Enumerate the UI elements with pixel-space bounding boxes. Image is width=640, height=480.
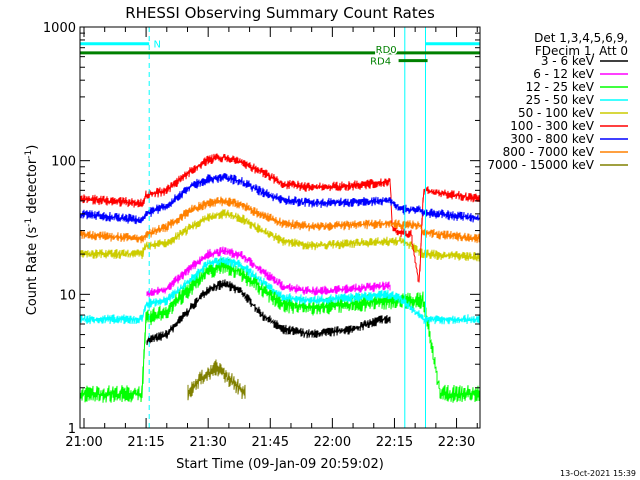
- y-tick-label-3: 1000: [43, 21, 76, 36]
- annotation-label-rd0: RD0: [376, 45, 397, 56]
- series-4-line: [79, 209, 481, 262]
- legend-item-6-label: 300 - 800 keV: [510, 132, 594, 146]
- y-axis-label: Count Rate (s-1 detector-1): [24, 145, 40, 316]
- x-tick-label-0: 21:00: [65, 435, 102, 450]
- chart-title: RHESSI Observing Summary Count Rates: [125, 4, 435, 22]
- series-2-line: [79, 258, 481, 403]
- legend-item-7-label: 800 - 7000 keV: [503, 145, 595, 159]
- legend-item-5-label: 100 - 300 keV: [510, 119, 594, 133]
- annotation-label-n: N: [153, 40, 160, 51]
- legend-item-1-label: 6 - 12 keV: [533, 67, 595, 81]
- series-6-line: [79, 173, 481, 225]
- legend-header-line-2: FDecim 1, Att 0: [535, 44, 628, 58]
- series-8-line: [187, 359, 246, 401]
- legend-header-line-1: Det 1,3,4,5,6,9,: [534, 31, 628, 45]
- x-tick-label-2: 21:30: [189, 435, 226, 450]
- legend-item-4-label: 50 - 100 keV: [518, 106, 595, 120]
- series-0-line: [146, 279, 391, 346]
- x-tick-label-1: 21:15: [127, 435, 164, 450]
- series-3-line: [79, 256, 481, 325]
- series-1-line: [146, 246, 391, 298]
- legend-item-8-label: 7000 - 15000 keV: [487, 158, 594, 172]
- x-tick-label-3: 21:45: [252, 435, 289, 450]
- x-tick-label-6: 22:30: [438, 435, 475, 450]
- x-axis-label: Start Time (09-Jan-09 20:59:02): [176, 457, 384, 472]
- series-7-line: [79, 196, 481, 244]
- y-tick-label-1: 10: [59, 288, 76, 303]
- series-5-line: [79, 153, 481, 283]
- legend-item-0-label: 3 - 6 keV: [541, 54, 595, 68]
- annotation-label-rd4: RD4: [370, 57, 391, 68]
- legend: Det 1,3,4,5,6,9, FDecim 1, Att 0 3 - 6 k…: [487, 31, 628, 172]
- footer-timestamp: 13-Oct-2021 15:39: [560, 469, 636, 478]
- axes: 1 10 100 1000 21:00 21:15 21:30 21:45 22:00 22:15…: [43, 21, 481, 450]
- legend-item-2-label: 12 - 25 keV: [526, 80, 595, 94]
- legend-item-3-label: 25 - 50 keV: [526, 93, 595, 107]
- x-tick-label-5: 22:15: [376, 435, 413, 450]
- plot-area: [79, 153, 481, 403]
- y-tick-label-2: 100: [51, 155, 76, 170]
- y-tick-label-0: 1: [68, 422, 76, 437]
- x-tick-label-4: 22:00: [314, 435, 351, 450]
- plot-frame: [79, 26, 481, 429]
